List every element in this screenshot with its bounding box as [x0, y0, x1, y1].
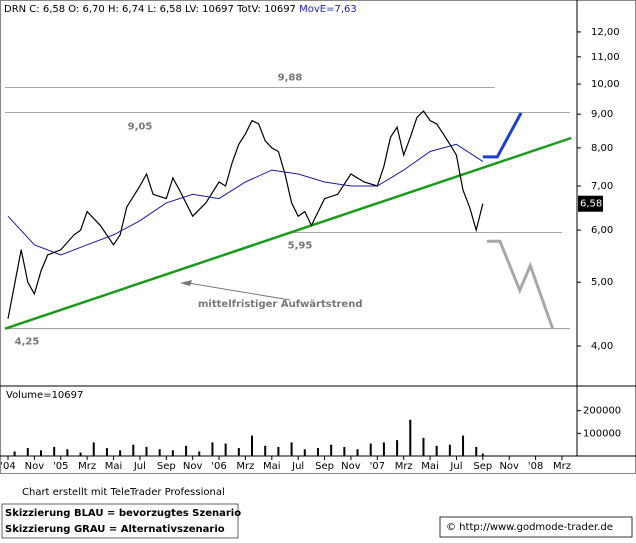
volume-bar	[39, 450, 42, 456]
volume-bar	[343, 446, 346, 456]
volume-bar	[66, 449, 69, 456]
volume-bar	[171, 450, 174, 456]
volume-bar	[105, 448, 108, 456]
y-tick-label: 200000	[583, 406, 621, 417]
x-tick-label: '04	[0, 461, 15, 472]
arrow	[187, 282, 291, 301]
volume-bar	[211, 442, 214, 456]
x-tick-label: Nov	[499, 461, 519, 472]
volume-bar	[277, 446, 280, 456]
volume-bar	[290, 442, 293, 456]
x-tick-label: '08	[528, 461, 543, 472]
volume-bar	[79, 452, 82, 456]
x-tick-label: Mai	[105, 461, 123, 472]
volume-bar	[92, 442, 95, 456]
frame	[0, 0, 636, 474]
x-tick-label: Mai	[263, 461, 281, 472]
y-tick-label: 8,00	[591, 143, 613, 154]
x-tick-label: Nov	[183, 461, 203, 472]
x-tick-label: Mrz	[553, 461, 571, 472]
site-box	[439, 516, 633, 538]
x-tick-label: Mai	[421, 461, 439, 472]
volume-bar	[475, 446, 478, 456]
volume-bar	[185, 445, 188, 456]
volume-bar	[409, 419, 412, 456]
last-price: 6,58	[580, 199, 602, 210]
site: © http://www.godmode-trader.de	[446, 522, 613, 533]
level-label: 5,95	[288, 240, 313, 251]
volume-bar	[26, 448, 29, 456]
y-tick-label: 7,00	[591, 181, 613, 192]
volume-bar	[382, 442, 385, 456]
volume-bar	[435, 445, 438, 456]
x-tick-label: Nov	[25, 461, 45, 472]
y-tick-label: 10,00	[591, 79, 620, 90]
volume-bar	[119, 450, 122, 456]
header: DRN C: 6,58 O: 6,70 H: 6,74 L: 6,58 LV: …	[4, 4, 357, 15]
volume-bar	[53, 446, 56, 456]
y-tick-label: 9,00	[591, 109, 613, 120]
volume-bar	[224, 443, 227, 456]
volume-bar	[198, 451, 201, 456]
level-label: 9,05	[128, 122, 153, 133]
volume-bar	[237, 448, 240, 456]
x-tick-label: Nov	[341, 461, 361, 472]
volume-bar	[251, 435, 254, 456]
scenario-line	[482, 112, 523, 159]
x-tick-label: Mrz	[78, 461, 96, 472]
ma-value: MovE=7,63	[299, 4, 357, 15]
y-tick-label: 100000	[583, 428, 621, 439]
volume-bar	[145, 446, 148, 456]
note-grey: Skizzierung GRAU = Alternativszenario	[5, 524, 225, 535]
x-tick-label: '05	[53, 461, 68, 472]
volume-bar	[422, 437, 425, 456]
level-label: 9,88	[278, 73, 303, 84]
x-tick-label: Jul	[133, 461, 146, 472]
x-tick-label: Sep	[315, 461, 334, 472]
y-tick-label: 12,00	[591, 27, 620, 38]
x-tick-label: Mrz	[236, 461, 254, 472]
x-tick-label: '06	[211, 461, 226, 472]
volume-bar	[462, 435, 465, 456]
volume-title: Volume=10697	[6, 390, 83, 401]
level-label: 4,25	[15, 337, 40, 348]
moving-average	[7, 143, 484, 256]
x-tick-label: Mrz	[395, 461, 413, 472]
trendline	[4, 136, 572, 330]
arrow-head	[180, 280, 192, 286]
quote: DRN C: 6,58 O: 6,70 H: 6,74 L: 6,58 LV: …	[4, 4, 296, 15]
volume-bar	[316, 448, 319, 456]
price-line	[7, 110, 484, 319]
last-price-box	[578, 195, 603, 212]
y-tick-label: 5,00	[591, 277, 613, 288]
volume-bar	[356, 449, 359, 456]
x-tick-label: Jul	[291, 461, 304, 472]
x-tick-label: Jul	[449, 461, 462, 472]
volume-bar	[13, 451, 16, 456]
volume-bar	[369, 443, 372, 456]
volume-bar	[481, 453, 484, 456]
volume-bar	[158, 449, 161, 456]
credit: Chart erstellt mit TeleTrader Profession…	[22, 487, 225, 498]
y-tick-label: 11,00	[591, 52, 620, 63]
note-box	[1, 503, 239, 539]
volume-bar	[264, 445, 267, 456]
trendline-label: mittelfristiger Aufwärtstrend	[198, 299, 362, 310]
x-tick-label: Sep	[157, 461, 176, 472]
volume-bar	[330, 444, 333, 456]
volume-bar	[132, 444, 135, 456]
scenario-line	[486, 239, 555, 330]
y-tick-label: 6,00	[591, 225, 613, 236]
volume-bar	[303, 449, 306, 456]
x-tick-label: '07	[370, 461, 385, 472]
y-tick-label: 4,00	[591, 341, 613, 352]
volume-bar	[396, 440, 399, 456]
volume-bar	[448, 444, 451, 456]
x-tick-label: Sep	[473, 461, 492, 472]
note-blue: Skizzierung BLAU = bevorzugtes Szenario	[5, 508, 241, 519]
